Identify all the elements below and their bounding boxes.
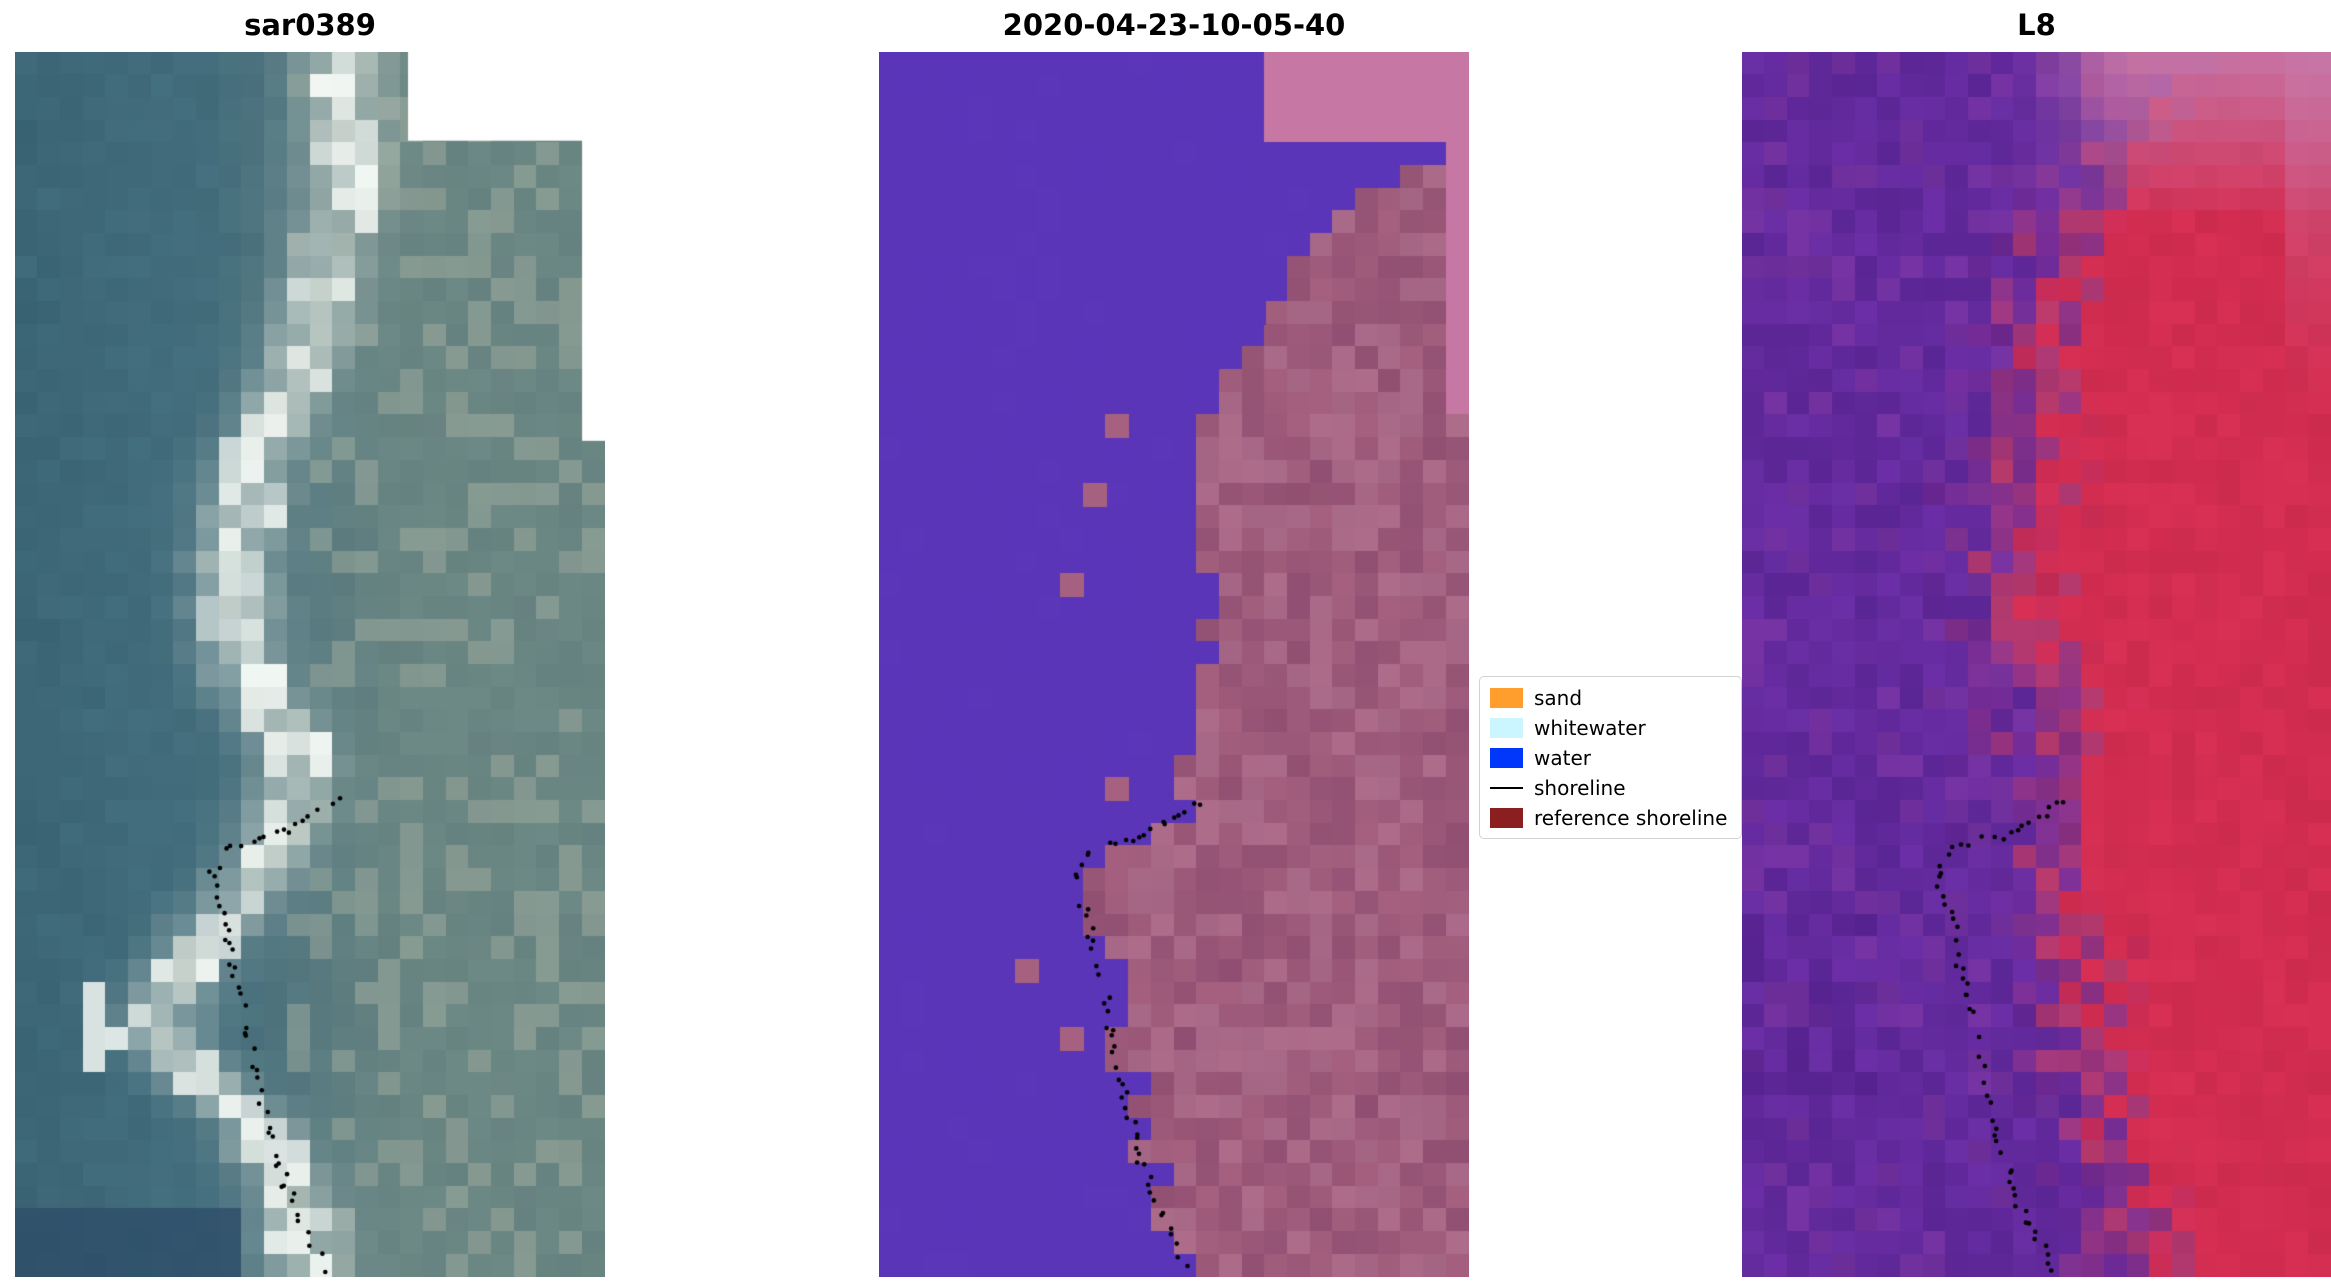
sar-image bbox=[15, 52, 605, 1277]
legend: sand whitewater water shoreline reference sh… bbox=[1479, 676, 1742, 839]
legend-item-shoreline: shoreline bbox=[1490, 775, 1731, 800]
panel-title-sar0389: sar0389 bbox=[244, 8, 376, 42]
legend-label-whitewater: whitewater bbox=[1534, 715, 1646, 740]
legend-item-reference-shoreline: reference shoreline bbox=[1490, 805, 1731, 830]
legend-swatch-reference-shoreline bbox=[1490, 807, 1523, 828]
legend-line-shoreline bbox=[1490, 786, 1523, 789]
legend-item-whitewater: whitewater bbox=[1490, 715, 1731, 740]
legend-swatch-water bbox=[1490, 747, 1523, 768]
panel-title-classified-date: 2020-04-23-10-05-40 bbox=[1002, 8, 1346, 42]
legend-label-sand: sand bbox=[1534, 685, 1583, 710]
legend-label-water: water bbox=[1534, 745, 1591, 770]
panel-title-l8: L8 bbox=[2017, 8, 2056, 42]
classified-image bbox=[879, 52, 1469, 1277]
legend-item-water: water bbox=[1490, 745, 1731, 770]
legend-swatch-whitewater bbox=[1490, 717, 1523, 738]
legend-label-shoreline: shoreline bbox=[1534, 775, 1626, 800]
legend-item-sand: sand bbox=[1490, 685, 1731, 710]
l8-image bbox=[1742, 52, 2331, 1277]
legend-label-reference-shoreline: reference shoreline bbox=[1534, 805, 1728, 830]
legend-swatch-sand bbox=[1490, 687, 1523, 708]
